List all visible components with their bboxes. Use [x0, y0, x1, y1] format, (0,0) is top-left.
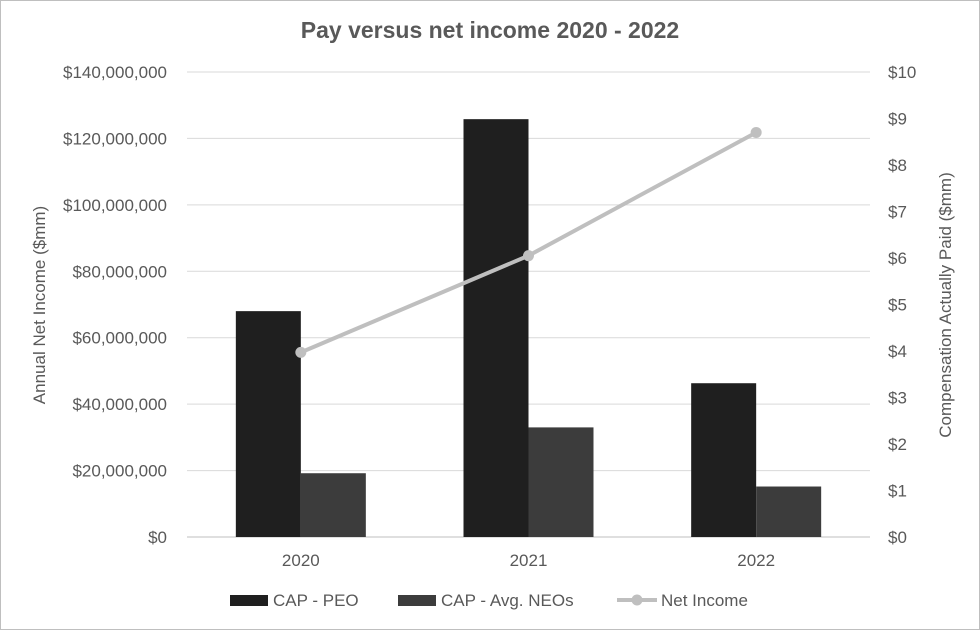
line-point — [750, 126, 762, 138]
bar — [463, 119, 529, 538]
left-tick-label: $80,000,000 — [72, 262, 167, 281]
right-tick-label: $0 — [888, 528, 907, 547]
bars — [235, 119, 822, 538]
legend-marker — [631, 594, 643, 606]
left-tick-label: $120,000,000 — [63, 129, 167, 148]
right-tick-label: $8 — [888, 156, 907, 175]
line-point — [295, 346, 307, 358]
right-tick-label: $6 — [888, 249, 907, 268]
legend-label: CAP - Avg. NEOs — [441, 591, 574, 610]
category-axis-ticks: 2020 2021 2022 — [282, 551, 775, 570]
net-income-line — [295, 126, 762, 358]
right-tick-label: $3 — [888, 389, 907, 408]
category-label: 2020 — [282, 551, 320, 570]
left-tick-label: $60,000,000 — [72, 329, 167, 348]
right-axis-ticks: $0 $1 $2 $3 $4 $5 $6 $7 $8 $9 $10 — [888, 63, 916, 547]
left-axis-ticks: $0 $20,000,000 $40,000,000 $60,000,000 $80,0… — [63, 63, 167, 547]
left-tick-label: $140,000,000 — [63, 63, 167, 82]
legend-label: Net Income — [661, 591, 748, 610]
right-axis-title: Compensation Actually Paid ($mm) — [936, 172, 955, 438]
bar — [756, 486, 822, 537]
category-label: 2021 — [510, 551, 548, 570]
left-axis-title: Annual Net Income ($mm) — [30, 206, 49, 404]
chart-title: Pay versus net income 2020 - 2022 — [301, 17, 679, 43]
bar — [528, 427, 594, 537]
right-tick-label: $9 — [888, 110, 907, 129]
right-tick-label: $1 — [888, 482, 907, 501]
right-tick-label: $2 — [888, 435, 907, 454]
bar — [300, 473, 366, 537]
right-tick-label: $10 — [888, 63, 916, 82]
legend-swatch — [230, 595, 268, 606]
left-tick-label: $20,000,000 — [72, 462, 167, 481]
legend-swatch — [398, 595, 436, 606]
bar — [691, 383, 757, 537]
legend-label: CAP - PEO — [273, 591, 359, 610]
line-point — [523, 250, 534, 262]
left-tick-label: $40,000,000 — [72, 395, 167, 414]
legend: CAP - PEO CAP - Avg. NEOs Net Income — [230, 591, 748, 610]
category-label: 2022 — [737, 551, 775, 570]
right-tick-label: $5 — [888, 296, 907, 315]
left-tick-label: $0 — [148, 528, 167, 547]
right-tick-label: $7 — [888, 203, 907, 222]
left-tick-label: $100,000,000 — [63, 196, 167, 215]
bar — [235, 311, 301, 537]
right-tick-label: $4 — [888, 342, 907, 361]
